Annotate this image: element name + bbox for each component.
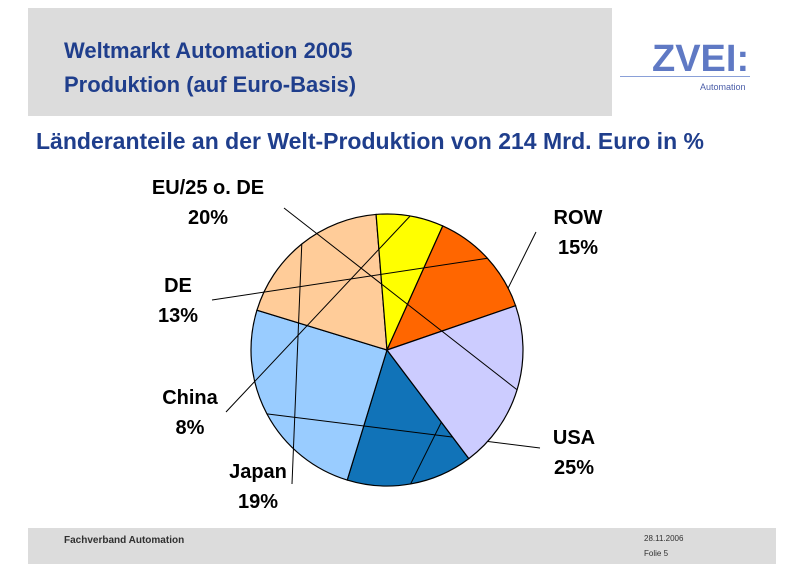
slice-label: USA: [553, 427, 595, 449]
slice-label: EU/25 o. DE: [152, 177, 264, 199]
leader-line: [266, 413, 541, 449]
slice-label: ROW: [554, 207, 603, 229]
slice-value-label: 25%: [554, 457, 594, 479]
slice-value-label: 15%: [558, 237, 598, 259]
slice-value-label: 13%: [158, 305, 198, 327]
footer-band: [28, 528, 776, 564]
pie-slice-de: [385, 225, 517, 352]
footer-date: 28.11.2006: [644, 534, 684, 543]
logo-subtitle: Automation: [700, 82, 746, 92]
pie-slice-eu-25-o-de: [386, 304, 524, 460]
slice-label: DE: [164, 275, 192, 297]
slide-title-line-2: Produktion (auf Euro-Basis): [64, 72, 357, 97]
leader-line: [211, 257, 488, 301]
logo-wordmark: ZVEI:: [652, 38, 750, 80]
leader-line: [283, 207, 518, 391]
leader-line: [291, 243, 303, 485]
chart-title: Länderanteile an der Welt-Produktion von…: [36, 128, 704, 154]
slice-label: Japan: [229, 461, 287, 483]
header-band: [28, 8, 612, 116]
footer-organization: Fachverband Automation: [64, 535, 185, 546]
slice-value-label: 19%: [238, 491, 278, 513]
slide-title-line-1: Weltmarkt Automation 2005: [64, 38, 353, 63]
slice-value-label: 20%: [188, 207, 228, 229]
zvei-logo: ZVEI: Automation: [620, 38, 760, 98]
leader-line: [225, 215, 411, 413]
slice-value-label: 8%: [176, 417, 205, 439]
logo-divider: [620, 76, 750, 77]
footer-slide-number: Folie 5: [644, 549, 669, 558]
slice-label: China: [162, 387, 218, 409]
